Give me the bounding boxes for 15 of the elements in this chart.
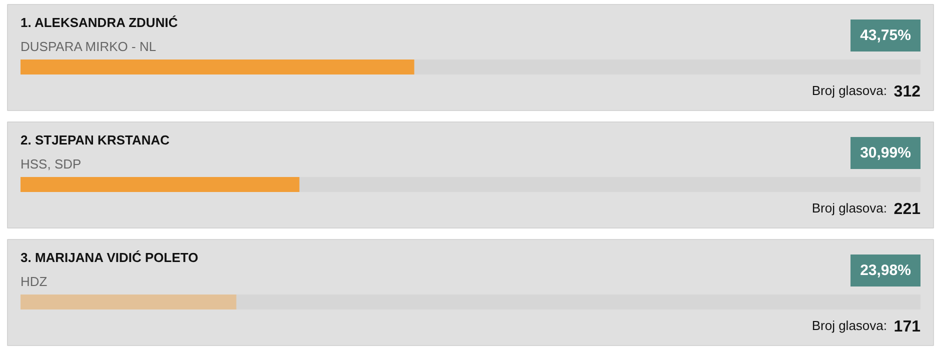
text: 171 xyxy=(894,318,921,336)
data-label: 30,99% xyxy=(860,144,911,162)
y-tick-label: 2. STJEPAN KRSTANAC xyxy=(20,132,170,148)
annotation: DUSPARA MIRKO - NL xyxy=(20,39,156,54)
annotation: Broj glasova: xyxy=(812,83,888,98)
annotation: HDZ xyxy=(20,274,48,289)
annotation: 221 xyxy=(894,201,921,218)
y-tick-label: 1. ALEKSANDRA ZDUNIĆ xyxy=(20,15,178,30)
annotation: 312 xyxy=(894,84,921,100)
y-tick-label: 3. MARIJANA VIDIĆ POLETO xyxy=(20,250,198,265)
data-label: 23,98% xyxy=(860,262,911,279)
annotation: Broj glasova: xyxy=(812,200,888,216)
data-label: 43,75% xyxy=(860,27,911,44)
text: Broj glasova: xyxy=(812,318,888,333)
annotation: HSS, SDP xyxy=(20,156,82,172)
